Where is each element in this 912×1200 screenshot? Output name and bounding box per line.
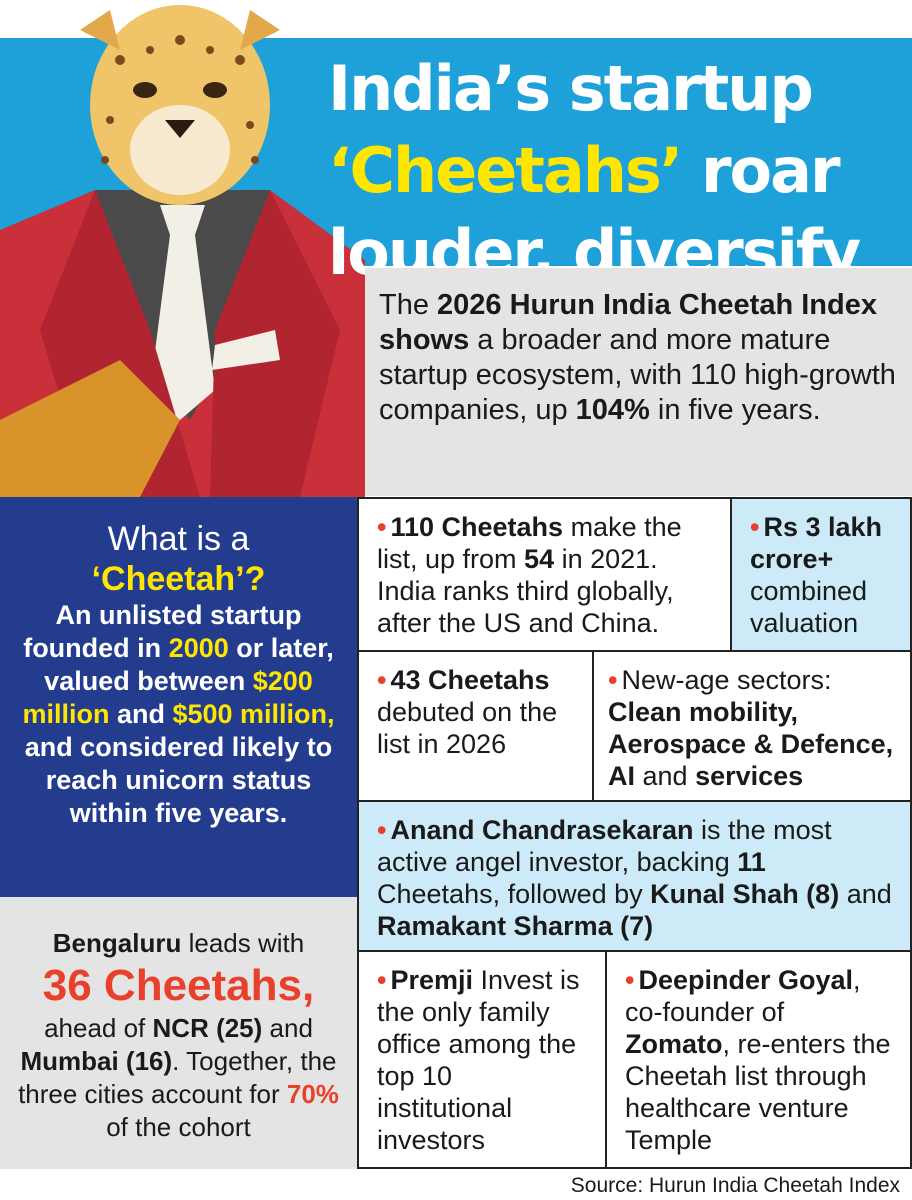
text-highlight: 2000 — [168, 633, 229, 663]
text-bold: Clean mobility, Aerospace & Defence, AI — [608, 697, 894, 791]
fact-cell: Premji Invest is the only family office … — [357, 950, 607, 1169]
fact-cell: Deepinder Goyal, co-founder of Zomato, r… — [605, 950, 912, 1169]
text: and — [635, 761, 696, 791]
text-highlight: $500 million, — [172, 699, 335, 729]
fact-cell: 43 Cheetahs debuted on the list in 2026 — [357, 650, 594, 802]
definition-box: What is a ‘Cheetah’? An unlisted startup… — [0, 497, 357, 897]
text: and considered likely to reach unicorn s… — [24, 732, 333, 828]
fact-cell: 110 Cheetahs make the list, up from 54 i… — [357, 497, 732, 652]
text: is the most active angel investor, backi… — [377, 815, 832, 877]
text: make the list, up from — [377, 512, 682, 574]
text: , co-founder of — [625, 965, 861, 1027]
definition-heading: ‘Cheetah’? — [91, 560, 266, 598]
fact-cell: Rs 3 lakh crore+ combined valuation — [730, 497, 912, 652]
fact-cell: New-age sectors: Clean mobility, Aerospa… — [592, 650, 912, 802]
text-bold: Zomato — [625, 1029, 723, 1059]
text-bold: 54 — [524, 544, 555, 574]
text: combined valuation — [750, 576, 868, 638]
text-bold: 2026 Hurun India Cheetah Index shows — [379, 289, 877, 356]
text: and — [262, 1013, 313, 1043]
headline-line: India’s startup — [328, 52, 814, 125]
text-bold: Ramakant Sharma (7) — [377, 911, 654, 941]
definition-heading: What is a — [107, 520, 250, 558]
text-bold: Kunal Shah (8) — [650, 879, 840, 909]
definition-body: An unlisted startup founded in 2000 or l… — [22, 599, 335, 830]
headline: India’s startup ‘Cheetahs’ roar louder, … — [328, 48, 908, 294]
text-bold: 11 — [737, 847, 766, 877]
text: and — [839, 879, 892, 909]
text-bold: Anand Chandrasekaran — [390, 815, 694, 845]
text: or later, valued between — [44, 633, 334, 696]
text: Cheetahs, followed by — [377, 879, 651, 909]
source: Source: Hurun India Cheetah Index — [570, 1174, 900, 1197]
cheetah-illustration — [0, 5, 365, 497]
text: The — [379, 289, 438, 321]
text-bold: Rs 3 lakh crore+ — [750, 512, 883, 574]
text: of the cohort — [106, 1112, 251, 1142]
fact-cell: Anand Chandrasekaran is the most active … — [357, 800, 912, 952]
text: debuted on the list in 2026 — [377, 697, 558, 759]
text-bold: Bengaluru — [52, 928, 182, 958]
intro: The 2026 Hurun India Cheetah Index shows… — [365, 268, 912, 496]
text-bold: services — [695, 761, 804, 791]
text-highlight: 70% — [286, 1079, 339, 1109]
text-bold: 43 Cheetahs — [390, 665, 550, 695]
text-highlight: 36 Cheetahs, — [42, 961, 315, 1010]
text: in five years. — [649, 394, 821, 426]
text: and — [109, 699, 173, 729]
cities-box: Bengaluru leads with 36 Cheetahs, ahead … — [0, 897, 357, 1169]
text: ahead of — [44, 1013, 153, 1043]
headline-highlight: ‘Cheetahs’ — [328, 134, 683, 207]
text: , re-enters the Cheetah list through hea… — [625, 1029, 891, 1155]
text-bold: Premji — [390, 965, 473, 995]
text: a broader and more mature startup ecosys… — [379, 324, 896, 426]
text-bold: Mumbai (16) — [20, 1046, 173, 1076]
text-highlight: $200 million — [22, 666, 313, 729]
text: in 2021. India ranks third globally, aft… — [377, 544, 674, 638]
text-bold: 104% — [575, 394, 650, 426]
text-bold: Deepinder Goyal — [638, 965, 854, 995]
text: leads with — [181, 928, 305, 958]
text-bold: NCR (25) — [152, 1013, 263, 1043]
text: Invest is the only family office among t… — [377, 965, 580, 1155]
headline-line: roar — [681, 134, 841, 207]
text: New-age sectors: — [621, 665, 832, 695]
text: An unlisted startup founded in — [23, 600, 302, 663]
text-bold: 110 Cheetahs — [390, 512, 564, 542]
text: . Together, the three cities account for — [18, 1046, 337, 1109]
